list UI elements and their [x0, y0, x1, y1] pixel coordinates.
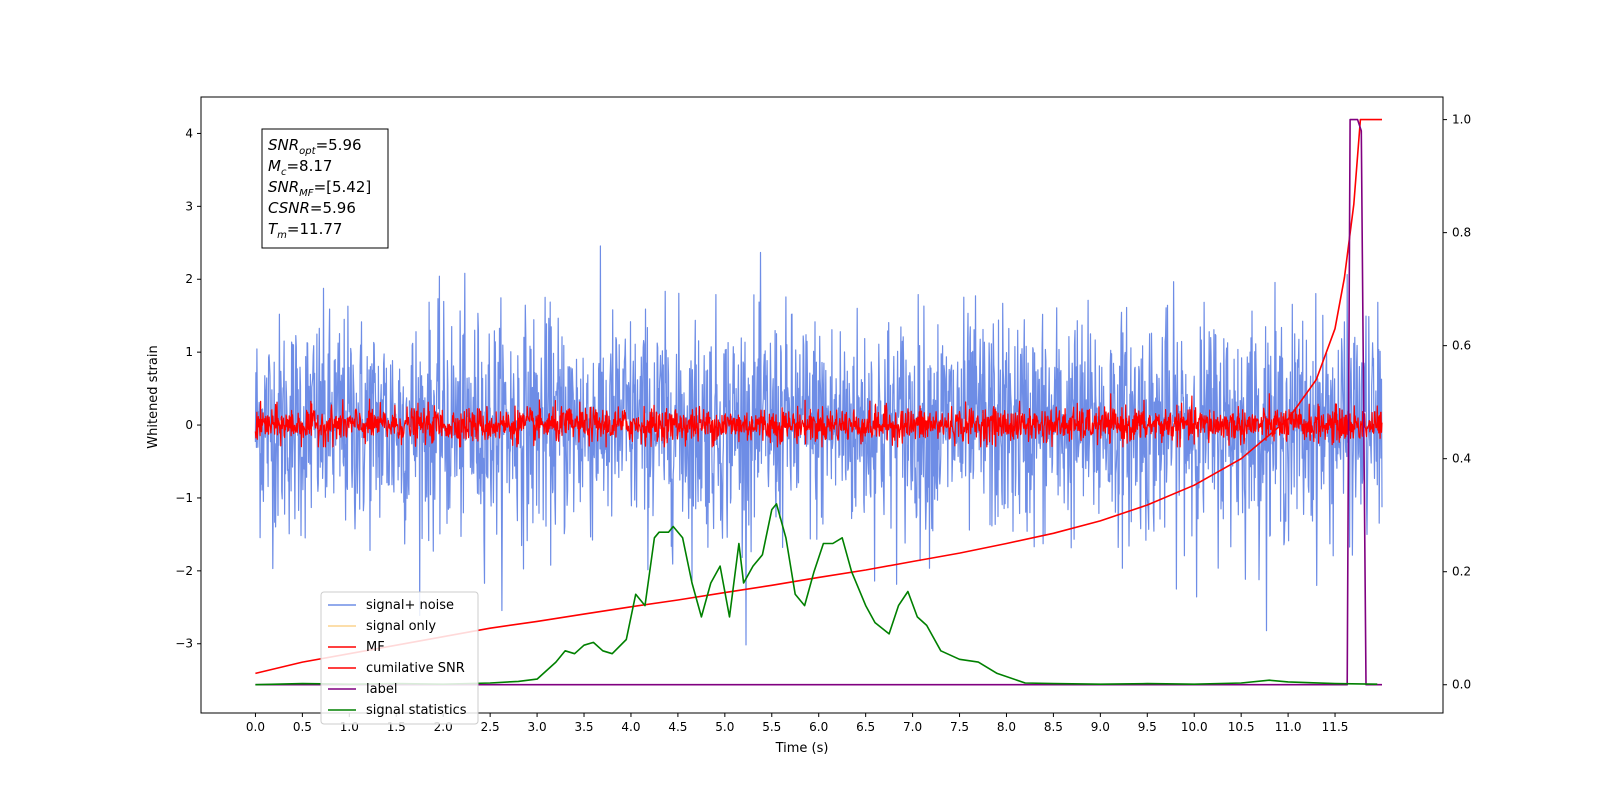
- y-tick-label-left: 2: [185, 272, 193, 286]
- y-tick-label-right: 0.8: [1452, 226, 1471, 240]
- x-tick-label: 7.5: [950, 720, 969, 734]
- x-tick-label: 10.0: [1181, 720, 1208, 734]
- y-tick-label-right: 0.0: [1452, 678, 1471, 692]
- plot-frame: [200, 96, 1444, 714]
- x-tick-label: 5.5: [762, 720, 781, 734]
- annotation-line: SNRMF=[5.42]: [268, 178, 371, 199]
- x-tick-label: 0.0: [246, 720, 265, 734]
- x-tick-label: 4.5: [668, 720, 687, 734]
- x-tick-label: 7.0: [903, 720, 922, 734]
- x-axis-label: Time (s): [775, 741, 829, 756]
- x-tick-label: 6.0: [809, 720, 828, 734]
- legend-label: signal statistics: [366, 703, 467, 718]
- series-mf: [254, 393, 1383, 448]
- legend-label: label: [366, 682, 397, 697]
- legend-label: signal+ noise: [366, 598, 454, 613]
- y-tick-label-left: 0: [185, 418, 193, 432]
- x-tick-label: 11.5: [1322, 720, 1349, 734]
- x-tick-label: 8.5: [1044, 720, 1063, 734]
- annotation-line: Tm=11.77: [268, 220, 342, 241]
- y-axis-label: Whitened strain: [146, 345, 161, 448]
- x-tick-label: 3.5: [574, 720, 593, 734]
- y-tick-label-left: 3: [185, 199, 193, 213]
- series-signal-statistics: [255, 503, 1378, 686]
- x-tick-label: 6.5: [856, 720, 875, 734]
- legend-label: cumilative SNR: [366, 661, 465, 676]
- series-group: [254, 118, 1383, 686]
- annotation-frame: [261, 128, 389, 249]
- x-tick-label: 9.5: [1138, 720, 1157, 734]
- axes: 0.0 0.5 1.0 1.5 2.0 2.5 3.0 3.5 4.0 4.5 5.0 5.5 6.0 6…: [175, 96, 1471, 734]
- legend: signal+ noise signal only MF cumilative SNR…: [320, 591, 479, 725]
- y-tick-label-left: 1: [185, 345, 193, 359]
- annotation-line: Mc=8.17: [268, 157, 332, 178]
- y-tick-label-left: −2: [175, 564, 193, 578]
- y-tick-label-right: 0.2: [1452, 565, 1471, 579]
- x-tick-label: 11.0: [1275, 720, 1302, 734]
- y-tick-label-right: 0.6: [1452, 339, 1471, 353]
- annotation-line: SNRopt=5.96: [268, 136, 362, 157]
- series-cumilative-snr: [255, 118, 1382, 675]
- series-label: [255, 118, 1382, 686]
- legend-label: MF: [366, 640, 385, 655]
- x-tick-label: 8.0: [997, 720, 1016, 734]
- x-tick-label: 0.5: [293, 720, 312, 734]
- y-tick-label-right: 1.0: [1452, 113, 1471, 127]
- x-tick-label: 3.0: [528, 720, 547, 734]
- x-tick-label: 9.0: [1091, 720, 1110, 734]
- annotation-line: CSNR=5.96: [268, 199, 356, 217]
- y-tick-label-right: 0.4: [1452, 452, 1471, 466]
- x-tick-label: 10.5: [1228, 720, 1255, 734]
- legend-label: signal only: [366, 619, 436, 634]
- x-tick-label: 2.5: [481, 720, 500, 734]
- y-tick-label-left: −1: [175, 491, 193, 505]
- plot-area: [254, 118, 1383, 686]
- x-tick-label: 5.0: [715, 720, 734, 734]
- y-tick-label-left: −3: [175, 637, 193, 651]
- x-tick-label: 4.0: [621, 720, 640, 734]
- legend-frame: [320, 591, 479, 725]
- y-tick-label-left: 4: [185, 126, 193, 140]
